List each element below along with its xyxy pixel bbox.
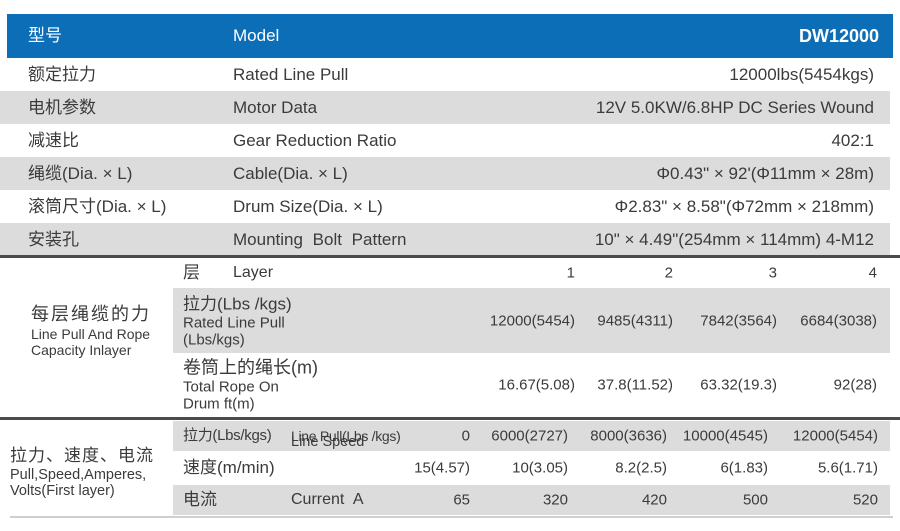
spec-row-drum-size: 滚筒尺寸(Dia. × L) Drum Size(Dia. × L) Φ2.83…: [0, 190, 890, 223]
spec-value: 12000lbs(5454kgs): [729, 65, 874, 84]
spec-label-cn: 滚筒尺寸(Dia. × L): [28, 197, 167, 216]
rope-length-value: 63.32(19.3): [700, 376, 777, 394]
line-pull-value: 6000(2727): [491, 427, 568, 445]
current-value: 520: [852, 491, 878, 509]
section-divider-top: [0, 255, 900, 258]
row-stripe: [173, 288, 890, 353]
spec-row-cable: 绳缆(Dia. × L) Cable(Dia. × L) Φ0.43" × 92…: [0, 157, 890, 190]
line-speed-label-cn: 速度(m/min): [183, 458, 275, 477]
model-label-en: Model: [233, 26, 280, 45]
spec-label-en: Rated Line Pull: [233, 65, 349, 84]
side-label-en: Line Pull And Rope: [31, 326, 151, 342]
rope-on-drum-label: 卷筒上的绳长(m) Total Rope On Drum ft(m): [183, 358, 318, 413]
layer-label-en: Layer: [233, 264, 274, 281]
spec-label-en: Drum Size(Dia. × L): [233, 197, 383, 216]
current-row: 电流 Current A 65 320 420 500 520: [0, 485, 900, 515]
rope-label-en: Total Rope On: [183, 378, 279, 396]
current-value: 420: [641, 491, 667, 509]
spec-row-rated-line-pull: 额定拉力 Rated Line Pull 12000lbs(5454kgs): [0, 58, 890, 91]
side-label-en: Pull,Speed,Amperes,: [10, 467, 147, 483]
rated-pull-label-cn: 拉力(Lbs /kgs): [183, 294, 292, 313]
spec-value: 10" × 4.49"(254mm × 114mm) 4-M12: [594, 230, 874, 249]
layer-header-row: 层 Layer 1 2 3 4: [0, 258, 900, 288]
layer-number: 3: [768, 264, 777, 282]
spec-row-motor-data: 电机参数 Motor Data 12V 5.0KW/6.8HP DC Serie…: [0, 91, 890, 124]
rated-pull-value: 12000(5454): [489, 312, 575, 329]
rated-pull-value: 7842(3564): [700, 312, 777, 329]
line-speed-label-en-line1: Line Speed: [291, 434, 365, 450]
line-pull-value: 12000(5454): [792, 427, 878, 445]
side-label-cn: 每层绳缆的力: [31, 304, 151, 324]
line-pull-row: 拉力(Lbs/kgs) Line Pull(Lbs /kgs) 0 6000(2…: [0, 421, 900, 451]
line-speed-value: 15(4.57): [414, 459, 470, 477]
spec-value: 402:1: [831, 131, 874, 150]
layer-label-cn: 层: [183, 263, 200, 282]
rated-pull-label-en: (Lbs/kgs): [183, 331, 245, 348]
model-label-cn: 型号: [28, 26, 62, 45]
spec-label-cn: 绳缆(Dia. × L): [28, 164, 133, 183]
spec-value: Φ0.43" × 92'(Φ11mm × 28m): [656, 164, 874, 183]
rated-pull-value: 9485(4311): [597, 312, 673, 329]
rated-pull-per-layer-row: 拉力(Lbs /kgs) Rated Line Pull (Lbs/kgs) 1…: [0, 288, 900, 353]
rope-length-value: 37.8(11.52): [597, 376, 673, 394]
line-pull-value: 10000(4545): [682, 427, 768, 445]
current-label-cn: 电流: [183, 490, 217, 509]
spec-label-cn: 安装孔: [28, 230, 79, 249]
spec-label-en: Motor Data: [233, 98, 318, 117]
layer-number: 4: [868, 264, 877, 282]
line-speed-value: 8.2(2.5): [615, 459, 667, 477]
line-pull-label-cn: 拉力(Lbs/kgs): [183, 427, 272, 444]
current-value: 320: [542, 491, 568, 509]
table-bottom-rule: [10, 516, 893, 518]
spec-label-cn: 电机参数: [28, 98, 96, 117]
line-speed-value: 6(1.83): [720, 459, 768, 477]
line-speed-value: 10(3.05): [512, 459, 568, 477]
spec-label-en: Cable(Dia. × L): [233, 164, 348, 183]
rated-pull-label-en: Rated Line Pull: [183, 314, 285, 331]
spec-row-mounting-bolt: 安装孔 Mounting Bolt Pattern 10" × 4.49"(25…: [0, 223, 890, 256]
side-label-en: Capacity Inlayer: [31, 342, 132, 358]
line-speed-value: 5.6(1.71): [817, 459, 878, 477]
spec-value: Φ2.83" × 8.58"(Φ72mm × 218mm): [614, 197, 874, 216]
section-divider-bottom: [0, 417, 900, 420]
spec-label-cn: 额定拉力: [28, 65, 96, 84]
layer-number: 1: [566, 264, 575, 282]
spec-value: 12V 5.0KW/6.8HP DC Series Wound: [595, 98, 874, 117]
row-stripe: [173, 421, 890, 451]
rope-length-value: 92(28): [833, 376, 877, 394]
model-value: DW12000: [798, 26, 879, 46]
layer-number: 2: [664, 264, 673, 282]
rope-on-drum-row: 卷筒上的绳长(m) Total Rope On Drum ft(m) 16.67…: [0, 353, 900, 417]
spec-label-en: Gear Reduction Ratio: [233, 131, 397, 150]
spec-label-en: Mounting Bolt Pattern: [233, 230, 407, 249]
row-stripe: [173, 485, 890, 515]
line-pull-value: 0: [461, 427, 470, 445]
rated-pull-label: 拉力(Lbs /kgs) Rated Line Pull (Lbs/kgs): [183, 293, 292, 348]
rope-length-value: 16.67(5.08): [498, 376, 575, 394]
model-header-row: 型号 Model DW12000: [7, 14, 893, 58]
rope-label-en: Drum ft(m): [183, 395, 255, 413]
layer-section-side-label: 每层绳缆的力 Line Pull And Rope Capacity Inlay…: [31, 303, 151, 358]
spec-row-gear-ratio: 减速比 Gear Reduction Ratio 402:1: [0, 124, 890, 157]
spec-label-cn: 减速比: [28, 131, 79, 150]
line-pull-label-en: Line Pull(Lbs /kgs): [291, 428, 401, 444]
rope-label-cn: 卷筒上的绳长(m): [183, 357, 318, 378]
side-label-cn: 拉力、速度、电流: [10, 446, 154, 465]
current-value: 65: [453, 491, 470, 509]
side-label-en: Volts(First layer): [10, 483, 115, 499]
current-label-en: Current A: [291, 491, 364, 508]
current-value: 500: [742, 491, 768, 509]
line-pull-value: 8000(3636): [590, 427, 667, 445]
rated-pull-value: 6684(3038): [800, 312, 877, 329]
line-speed-row: 速度(m/min) Line Speed ft/min(m/min) 15(4.…: [0, 434, 900, 502]
speed-section-side-label: 拉力、速度、电流 Pull,Speed,Amperes, Volts(First…: [10, 444, 154, 499]
